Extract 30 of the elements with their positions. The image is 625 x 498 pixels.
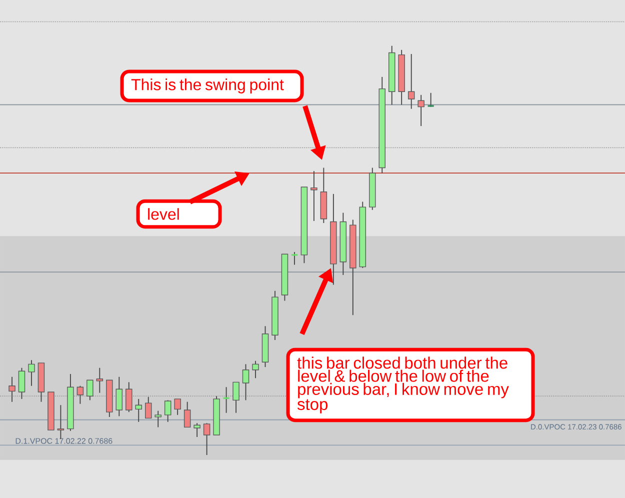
candlestick bbox=[57, 404, 64, 440]
candlestick bbox=[135, 398, 142, 422]
candlestick bbox=[164, 400, 172, 422]
candlestick bbox=[174, 398, 181, 416]
candlestick bbox=[252, 360, 259, 379]
candlestick bbox=[408, 54, 415, 110]
candlestick bbox=[86, 380, 94, 401]
candlestick bbox=[427, 92, 435, 108]
candlestick bbox=[242, 364, 250, 401]
annotation: This is the swing point bbox=[131, 78, 284, 94]
annotation: level bbox=[148, 208, 179, 220]
candlestick bbox=[18, 367, 26, 400]
candlestick bbox=[76, 385, 84, 404]
candlestick bbox=[418, 94, 424, 126]
candlestick bbox=[154, 410, 162, 428]
annotation: D.1.VPOC 17.02.22 0.7686 bbox=[16, 438, 112, 444]
candlestick bbox=[116, 376, 123, 417]
candlestick bbox=[126, 382, 132, 413]
annotation: this bar closed both under the level & below the low of the previous bar, I know move my stop bbox=[297, 356, 509, 414]
candlestick bbox=[310, 170, 318, 222]
candlestick bbox=[8, 376, 16, 402]
candlestick bbox=[144, 396, 152, 419]
candlestick bbox=[194, 422, 200, 438]
candlestick bbox=[290, 252, 298, 266]
candlestick bbox=[203, 422, 210, 456]
candlestick bbox=[28, 360, 35, 386]
candlestick bbox=[232, 382, 240, 414]
candlestick bbox=[222, 386, 230, 414]
candlestick bbox=[96, 367, 104, 394]
candlestick bbox=[184, 401, 191, 428]
